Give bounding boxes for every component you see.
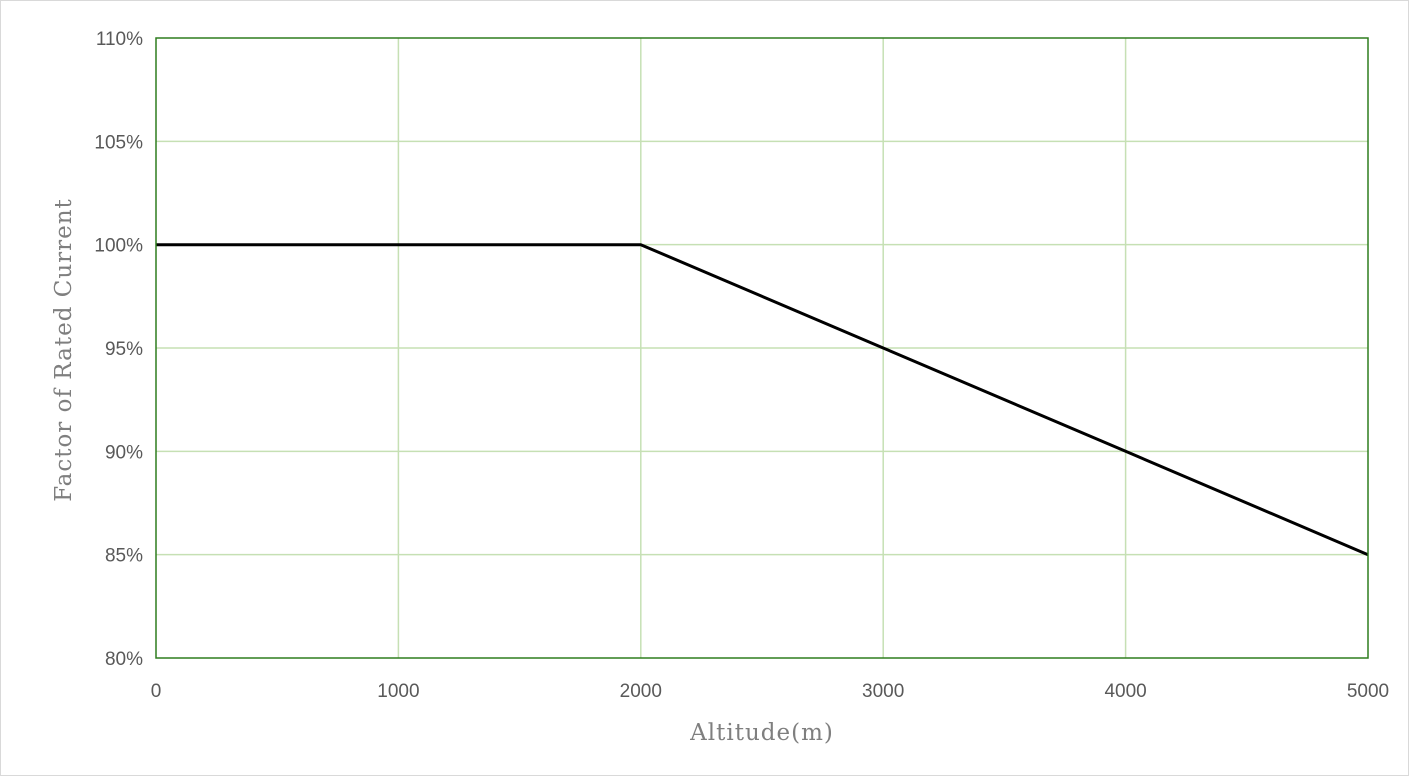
x-axis-title: Altitude(m) [689, 720, 834, 746]
y-tick-label: 80% [105, 649, 143, 670]
x-tick-label: 2000 [620, 681, 662, 702]
x-tick-label: 3000 [862, 681, 904, 702]
series-lines [156, 243, 1369, 557]
grid-lines [156, 38, 1368, 658]
plot-area-border [155, 37, 1369, 659]
y-tick-label: 105% [94, 132, 143, 153]
series-line [156, 243, 1369, 557]
y-tick-labels: 80% 85% 90% 95% 100% 105% 110% [94, 29, 143, 670]
x-tick-label: 0 [151, 681, 162, 702]
y-tick-label: 100% [94, 236, 143, 257]
x-tick-labels: 0 1000 2000 3000 4000 5000 [151, 681, 1389, 702]
y-axis-title: Factor of Rated Current [51, 198, 77, 502]
y-tick-label: 90% [105, 442, 143, 463]
y-tick-label: 85% [105, 546, 143, 567]
y-tick-label: 110% [96, 29, 143, 50]
x-tick-label: 5000 [1347, 681, 1389, 702]
x-tick-label: 1000 [377, 681, 419, 702]
x-tick-label: 4000 [1104, 681, 1146, 702]
y-tick-label: 95% [105, 339, 143, 360]
